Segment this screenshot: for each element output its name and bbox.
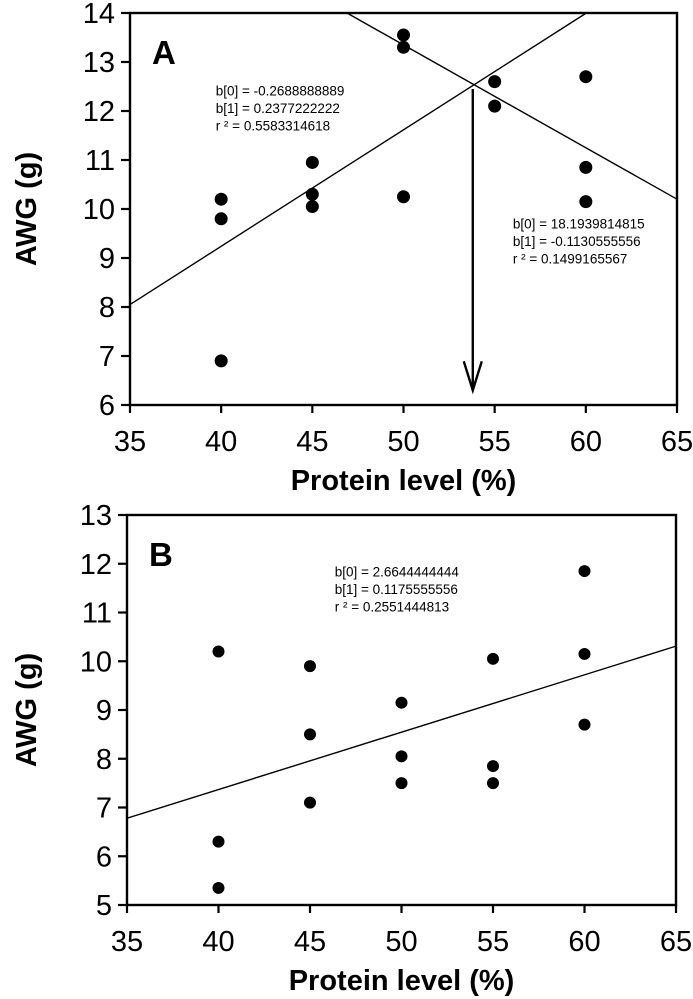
y-tick-label: 13: [83, 47, 115, 79]
data-point: [214, 354, 228, 368]
y-tick-label: 7: [96, 793, 112, 825]
data-point: [488, 75, 502, 89]
y-tick-label: 8: [99, 292, 115, 324]
x-tick-label: 50: [387, 426, 419, 458]
data-point: [305, 200, 319, 214]
y-tick-label: 13: [80, 500, 112, 532]
data-point: [305, 155, 319, 169]
x-tick-label: 60: [570, 426, 602, 458]
y-tick-label: 12: [83, 96, 115, 128]
data-point: [579, 195, 593, 209]
y-tick-label: 10: [80, 646, 112, 678]
y-tick-label: 11: [85, 145, 115, 177]
y-axis-title: AWG (g): [11, 653, 43, 767]
negative-regression-line: [346, 12, 678, 200]
x-tick-label: 35: [114, 426, 146, 458]
x-tick-label: 45: [294, 926, 326, 958]
data-point: [397, 40, 410, 54]
data-point: [304, 728, 316, 741]
data-point: [214, 212, 228, 226]
positive-fit-stats-line: b[1] = 0.2377222222: [216, 101, 340, 116]
negative-fit-stats-line: b[1] = -0.1130555556: [513, 234, 641, 249]
negative-fit-stats-line: r ² = 0.1499165567: [513, 251, 627, 266]
data-point: [578, 718, 591, 731]
x-axis-title: Protein level (%): [289, 965, 515, 997]
positive-regression-line: [129, 12, 587, 306]
fit-stats-line: r ² = 0.2551444813: [335, 599, 449, 614]
data-point: [305, 187, 319, 201]
positive-regression-line: [126, 645, 677, 819]
x-tick-label: 40: [205, 426, 237, 458]
x-tick-label: 35: [111, 926, 143, 958]
y-tick-label: 6: [99, 390, 115, 422]
data-point: [304, 660, 316, 673]
x-tick-label: 50: [385, 926, 417, 958]
data-point: [488, 99, 502, 113]
data-point: [395, 696, 408, 709]
x-tick-label: 55: [477, 926, 509, 958]
panel-a-chart: 35 40 45 50 55 60 65 6 7 8 9 10 11 12 13 14 Protein leve…: [11, 0, 693, 497]
fit-stats-line: b[1] = 0.1175555556: [335, 582, 458, 597]
data-point: [212, 881, 225, 894]
x-tick-label: 65: [660, 926, 692, 958]
data-point: [487, 760, 499, 773]
x-tick-label: 65: [661, 426, 693, 458]
y-tick-label: 7: [99, 341, 115, 373]
data-point: [397, 190, 410, 204]
x-tick-label: 55: [479, 426, 511, 458]
y-tick-label: 14: [83, 0, 115, 30]
data-point: [304, 796, 316, 809]
x-tick-label: 60: [568, 926, 600, 958]
fit-stats-line: b[0] = 2.6644444444: [335, 564, 460, 579]
data-point: [395, 777, 408, 790]
panel-letter: A: [152, 34, 176, 71]
data-point: [579, 160, 593, 174]
negative-fit-stats-line: b[0] = 18.1939814815: [513, 216, 645, 231]
x-axis-title: Protein level (%): [291, 465, 517, 497]
positive-fit-stats-line: r ² = 0.5583314618: [216, 119, 330, 134]
data-point: [487, 777, 499, 790]
y-tick-label: 9: [99, 243, 115, 275]
panel-b-chart: 35 40 45 50 55 60 65 5 6 7 8 9 10 11 12 13 Protein level…: [11, 500, 692, 997]
data-point: [578, 647, 591, 660]
y-tick-label: 10: [83, 194, 115, 226]
data-point: [487, 652, 499, 665]
optimum-arrow-head: [462, 360, 483, 395]
positive-fit-stats-line: b[0] = -0.2688888889: [216, 84, 345, 99]
x-tick-label: 40: [202, 926, 234, 958]
y-tick-label: 9: [96, 695, 112, 727]
plot-frame: [128, 11, 679, 407]
y-axis-title: AWG (g): [11, 152, 43, 266]
y-tick-label: 11: [82, 598, 112, 630]
panel-letter: B: [149, 536, 173, 573]
y-tick-label: 12: [80, 549, 112, 581]
data-point: [397, 28, 410, 42]
data-point: [212, 835, 225, 848]
y-tick-label: 6: [96, 841, 112, 873]
y-tick-label: 8: [96, 744, 112, 776]
data-point: [395, 750, 408, 763]
data-point: [212, 645, 225, 658]
x-tick-label: 45: [296, 426, 328, 458]
data-point: [579, 70, 593, 84]
data-point: [214, 192, 228, 206]
data-point: [578, 565, 591, 578]
y-tick-label: 5: [96, 890, 112, 922]
